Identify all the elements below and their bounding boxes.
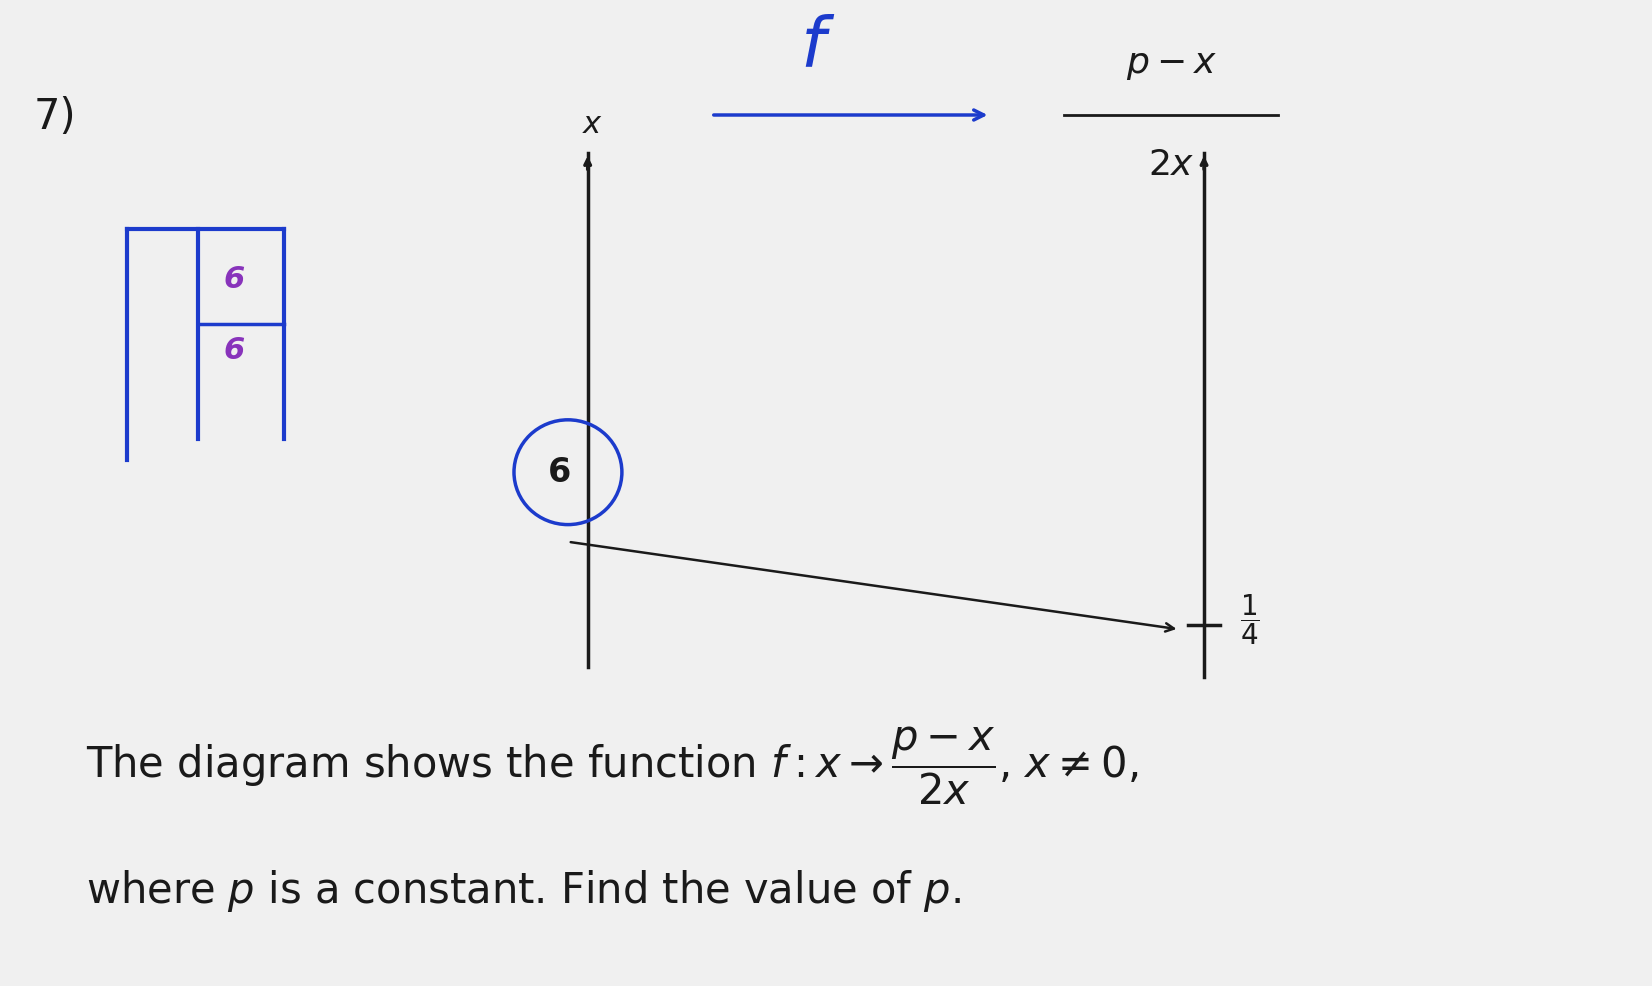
Text: 6: 6 (223, 265, 244, 294)
Text: $p-x$: $p-x$ (1125, 47, 1218, 82)
Text: 6: 6 (548, 456, 572, 489)
Text: where $p$ is a constant. Find the value of $p$.: where $p$ is a constant. Find the value … (86, 868, 961, 913)
Text: $2x$: $2x$ (1148, 148, 1194, 182)
Text: $\mathit{f}$: $\mathit{f}$ (800, 15, 836, 82)
Text: $x$: $x$ (582, 109, 603, 139)
Text: The diagram shows the function $f: x \rightarrow \dfrac{p-x}{2x}$, $x\neq 0$,: The diagram shows the function $f: x \ri… (86, 725, 1138, 807)
Text: 7): 7) (33, 96, 76, 138)
Text: 6: 6 (223, 336, 244, 366)
Text: $\dfrac{1}{4}$: $\dfrac{1}{4}$ (1241, 593, 1260, 647)
